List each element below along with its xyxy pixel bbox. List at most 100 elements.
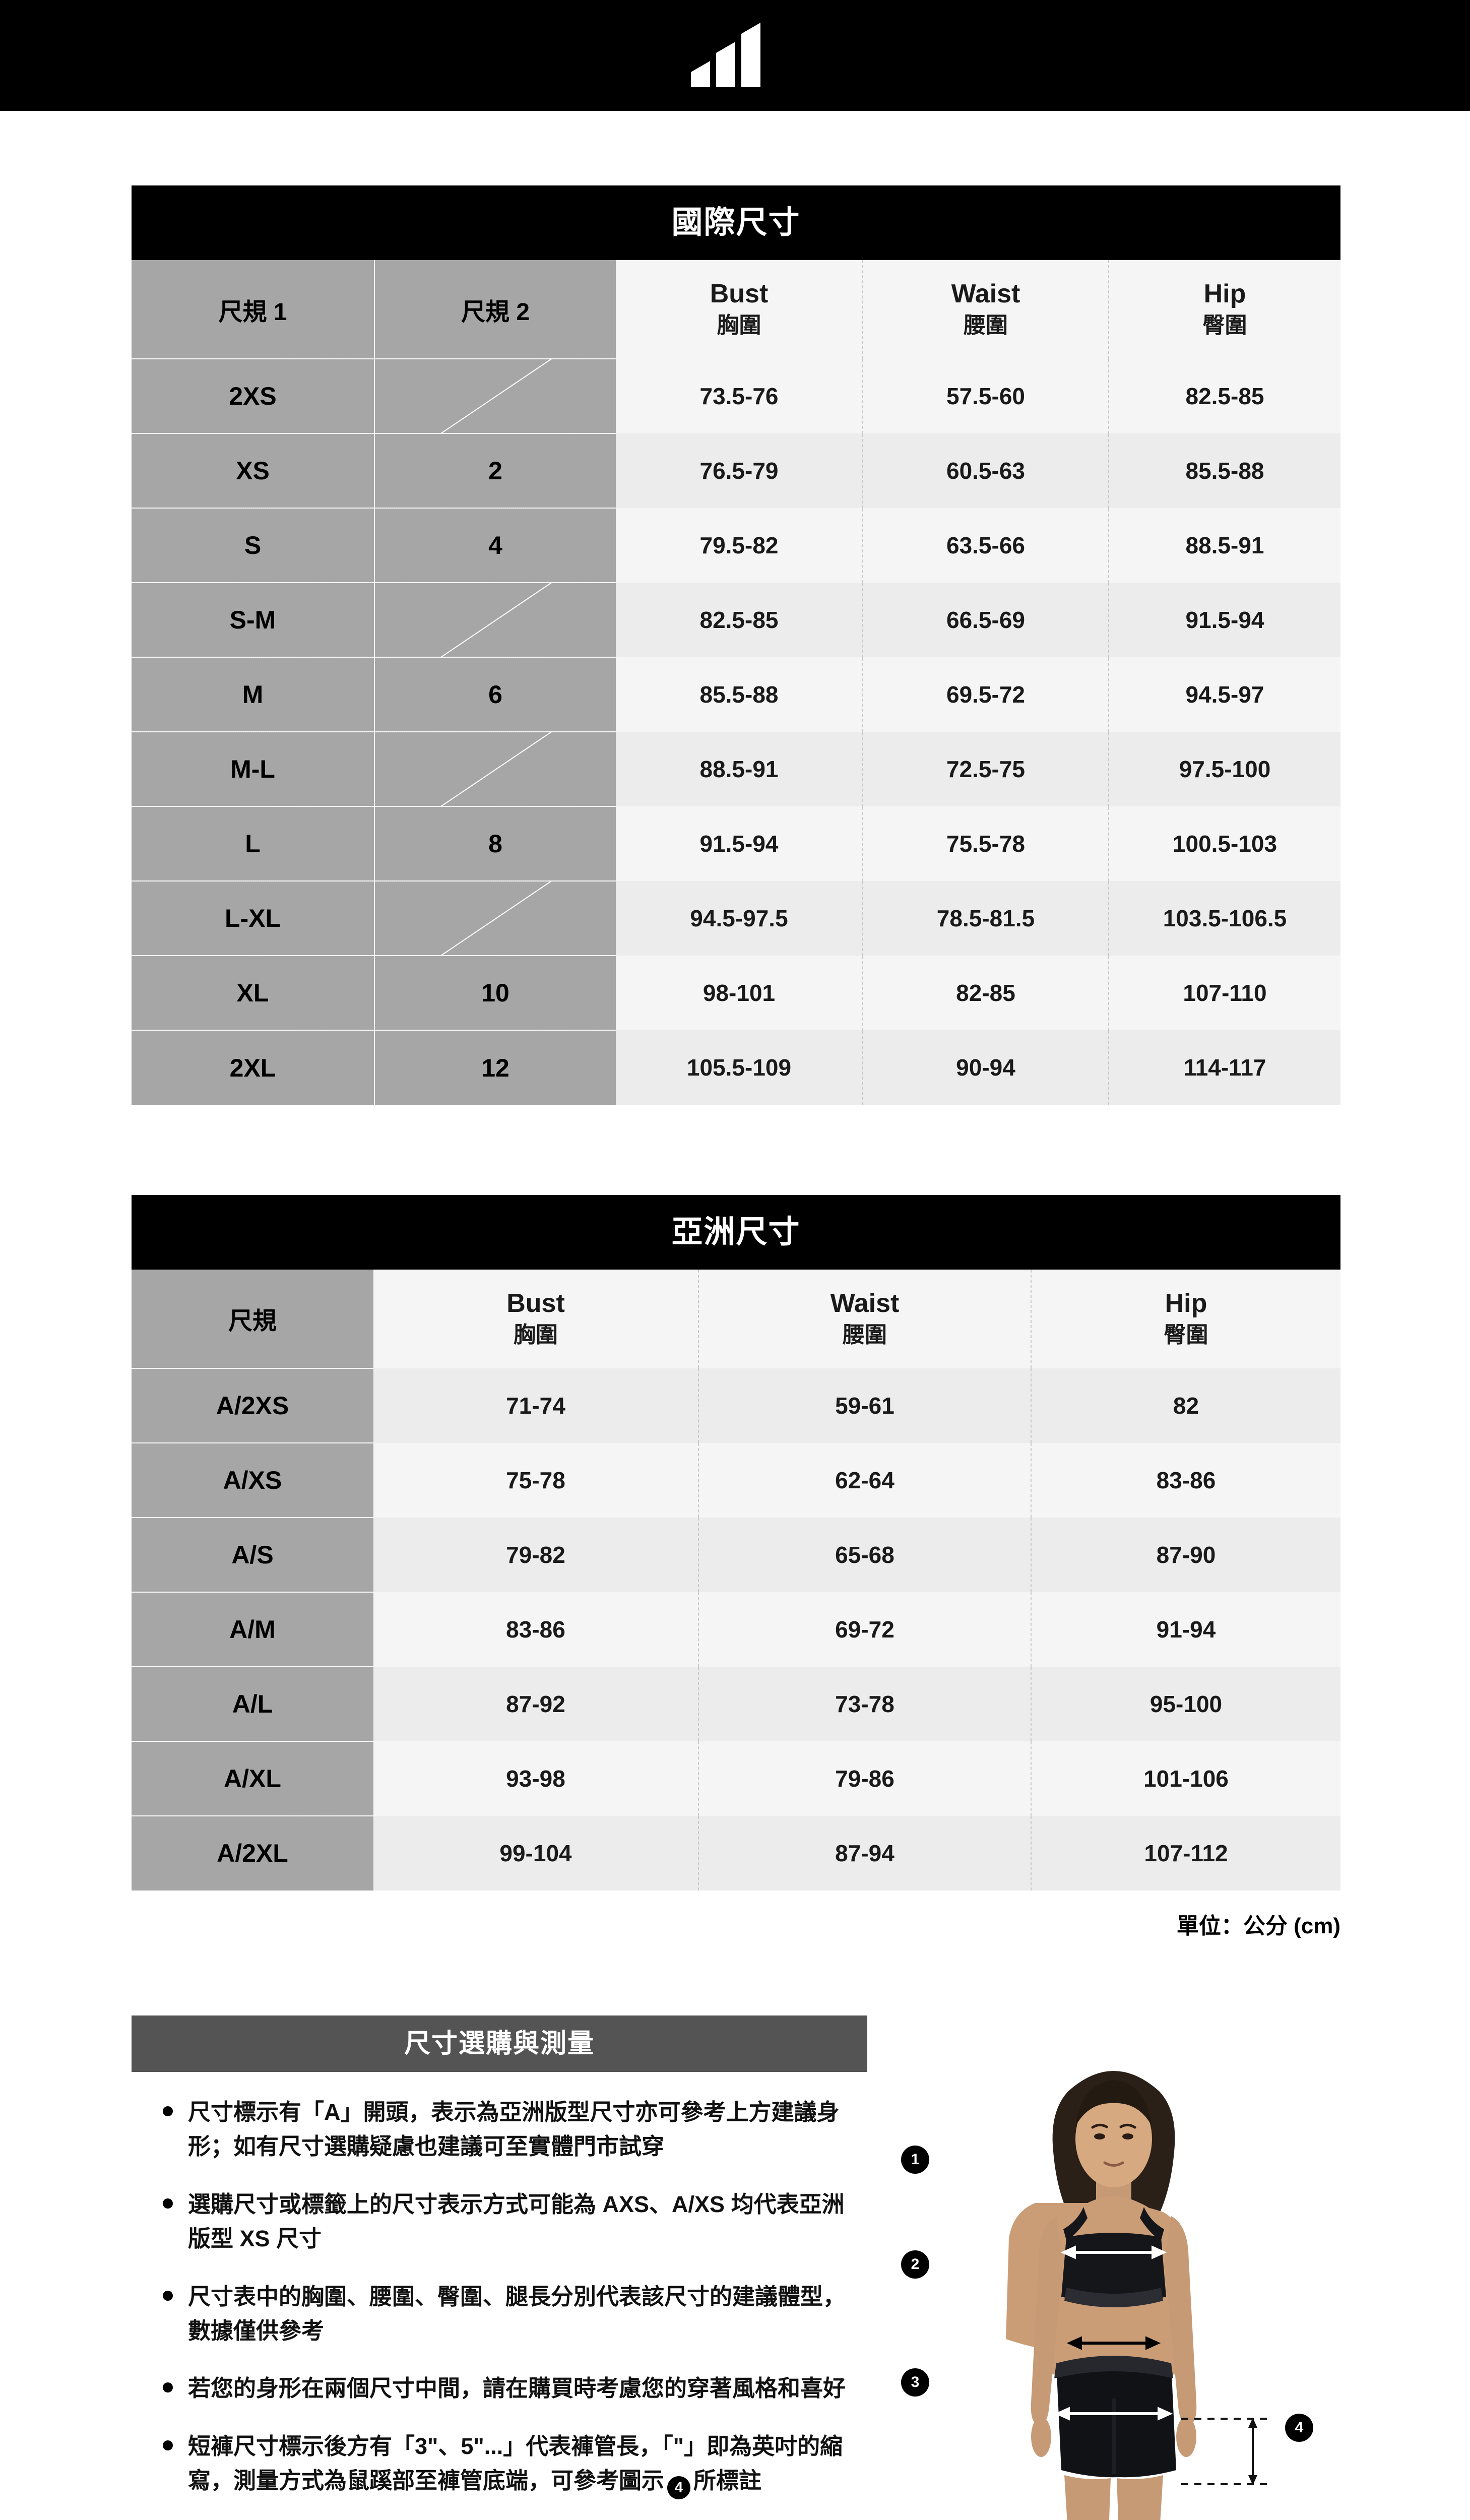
cell-hip: 114-117	[1109, 1030, 1340, 1105]
cell-bust: 79.5-82	[616, 508, 863, 583]
cell-waist: 69-72	[698, 1592, 1032, 1667]
cell-hip: 91.5-94	[1109, 583, 1340, 657]
cell-size: A/S	[132, 1517, 373, 1593]
table-row: A/L 87-92 73-78 95-100	[132, 1666, 1340, 1742]
col-header-hip: Hip 臀圍	[1109, 260, 1340, 359]
size-guide-bullet-list: 尺寸標示有「A」開頭，表示為亞洲版型尺寸亦可參考上方建議身形；如有尺寸選購疑慮也…	[132, 2095, 867, 2500]
table-row: XS 2 76.5-79 60.5-63 85.5-88	[132, 433, 1340, 509]
cell-size2: 10	[374, 956, 616, 1031]
cell-size: A/2XS	[132, 1368, 373, 1443]
cell-size: A/2XL	[132, 1815, 373, 1891]
cell-size2: 8	[374, 806, 616, 881]
table-row: A/2XL 99-104 87-94 107-112	[132, 1815, 1340, 1891]
cell-bust: 99-104	[373, 1815, 699, 1891]
cell-waist: 59-61	[698, 1368, 1032, 1443]
cell-waist: 75.5-78	[863, 806, 1109, 881]
cell-size2	[374, 881, 616, 956]
cell-bust: 91.5-94	[616, 806, 863, 881]
figure-marker-4: 4	[1285, 2414, 1313, 2442]
cell-size: A/XL	[132, 1741, 373, 1816]
cell-hip: 88.5-91	[1109, 508, 1340, 583]
empty-slash-icon	[375, 732, 616, 806]
cell-waist: 73-78	[698, 1666, 1032, 1741]
cell-hip: 91-94	[1031, 1592, 1340, 1667]
model-illustration-icon	[887, 2015, 1340, 2520]
cell-size: A/XS	[132, 1442, 373, 1518]
col-header-size2: 尺規 2	[374, 260, 616, 359]
cell-hip: 83-86	[1031, 1442, 1340, 1518]
table-row: M 6 85.5-88 69.5-72 94.5-97	[132, 657, 1340, 732]
cell-bust: 73.5-76	[616, 359, 863, 433]
cell-size1: L	[132, 806, 375, 881]
cell-bust: 75-78	[373, 1442, 699, 1518]
cell-bust: 79-82	[373, 1517, 699, 1592]
cell-hip: 103.5-106.5	[1109, 881, 1340, 956]
cell-bust: 87-92	[373, 1666, 699, 1741]
table-row: S 4 79.5-82 63.5-66 88.5-91	[132, 508, 1340, 583]
list-item-inseam: 短褲尺寸標示後方有「3"、5"...」代表褲管長，「"」即為英吋的縮寫，測量方式…	[159, 2429, 847, 2500]
table-row: S-M 82.5-85 66.5-69 91.5-94	[132, 583, 1340, 658]
inseam-text-b: 所標註	[693, 2468, 762, 2494]
col-header-bust: Bust 胸圍	[616, 260, 863, 359]
cell-waist: 63.5-66	[863, 508, 1109, 583]
cell-waist: 82-85	[863, 956, 1109, 1030]
marker-4-badge-icon: 4	[667, 2476, 691, 2500]
cell-size: A/M	[132, 1592, 373, 1667]
cell-bust: 82.5-85	[616, 583, 863, 657]
size-guide-heading: 尺寸選購與測量	[132, 2015, 867, 2072]
col-header-waist: Waist 腰圍	[863, 260, 1109, 359]
col-header-size1: 尺規 1	[132, 260, 375, 359]
table-row: A/XL 93-98 79-86 101-106	[132, 1741, 1340, 1816]
cell-hip: 94.5-97	[1109, 657, 1340, 732]
table-header-row: 尺規 1 尺規 2 Bust 胸圍 Waist 腰圍 Hip 臀圍	[132, 260, 1340, 359]
table-row: A/2XS 71-74 59-61 82	[132, 1368, 1340, 1443]
cell-size2: 12	[374, 1030, 616, 1105]
cell-hip: 107-110	[1109, 956, 1340, 1030]
cell-hip: 100.5-103	[1109, 806, 1340, 881]
list-item: 若您的身形在兩個尺寸中間，請在購買時考慮您的穿著風格和喜好	[159, 2371, 847, 2406]
unit-note: 單位：公分 (cm)	[1176, 1914, 1340, 1938]
empty-slash-icon	[375, 583, 616, 657]
col-header-waist: Waist 腰圍	[698, 1269, 1032, 1368]
cell-size2	[374, 359, 616, 434]
empty-slash-icon	[375, 359, 616, 433]
brand-bar	[0, 0, 1470, 111]
cell-waist: 66.5-69	[863, 583, 1109, 657]
cell-hip: 82.5-85	[1109, 359, 1340, 433]
col-header-bust: Bust 胸圍	[373, 1269, 699, 1368]
cell-hip: 97.5-100	[1109, 732, 1340, 806]
cell-waist: 65-68	[698, 1517, 1032, 1592]
cell-size1: XS	[132, 433, 375, 509]
cell-size2: 4	[374, 508, 616, 583]
table-row: A/XS 75-78 62-64 83-86	[132, 1442, 1340, 1518]
table-row: 2XL 12 105.5-109 90-94 114-117	[132, 1030, 1340, 1105]
cell-bust: 93-98	[373, 1741, 699, 1816]
table-row: M-L 88.5-91 72.5-75 97.5-100	[132, 732, 1340, 807]
cell-bust: 88.5-91	[616, 732, 863, 806]
cell-size1: M-L	[132, 732, 375, 807]
cell-waist: 90-94	[863, 1030, 1109, 1105]
cell-waist: 72.5-75	[863, 732, 1109, 806]
table-row: L-XL 94.5-97.5 78.5-81.5 103.5-106.5	[132, 881, 1340, 956]
cell-hip: 82	[1031, 1368, 1340, 1443]
cell-bust: 71-74	[373, 1368, 699, 1443]
cell-size1: S-M	[132, 583, 375, 658]
figure-marker-2: 2	[901, 2250, 929, 2279]
cell-waist: 69.5-72	[863, 657, 1109, 732]
cell-waist: 78.5-81.5	[863, 881, 1109, 956]
international-size-table: 尺規 1 尺規 2 Bust 胸圍 Waist 腰圍 Hip 臀圍 2XS 73.5-76 57.5…	[132, 260, 1340, 1105]
measurement-figure-column: 1 2 3 4	[887, 2015, 1340, 2520]
cell-waist: 87-94	[698, 1815, 1032, 1891]
table-header-row: 尺規 Bust 胸圍 Waist 腰圍 Hip 臀圍	[132, 1269, 1340, 1369]
table-row: A/M 83-86 69-72 91-94	[132, 1592, 1340, 1667]
cell-bust: 98-101	[616, 956, 863, 1030]
table-row: A/S 79-82 65-68 87-90	[132, 1517, 1340, 1593]
international-table-title: 國際尺寸	[132, 185, 1340, 260]
cell-hip: 107-112	[1031, 1815, 1340, 1891]
adidas-logo-icon	[690, 23, 781, 88]
cell-size1: XL	[132, 956, 375, 1031]
asian-size-table: 尺規 Bust 胸圍 Waist 腰圍 Hip 臀圍 A/2XS 71-74 59-61 82 A/X…	[132, 1269, 1340, 1891]
cell-hip: 87-90	[1031, 1517, 1340, 1592]
table-row: 2XS 73.5-76 57.5-60 82.5-85	[132, 359, 1340, 434]
size-guide-section: 尺寸選購與測量 尺寸標示有「A」開頭，表示為亞洲版型尺寸亦可參考上方建議身形；如…	[132, 2015, 1340, 2520]
